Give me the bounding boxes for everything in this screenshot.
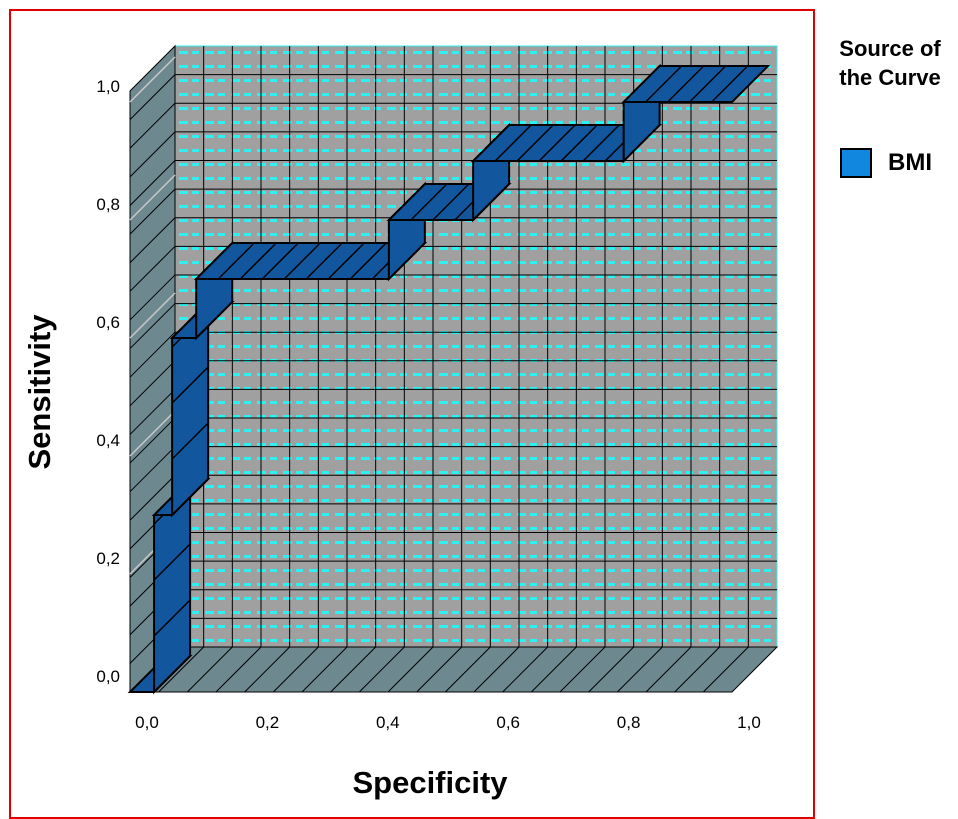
y-tick-label: 0,8 (96, 195, 120, 214)
x-axis-ticks: 0,0 0,2 0,4 0,6 0,8 1,0 (135, 713, 761, 732)
side-hatch-line (129, 446, 176, 493)
floor-hatch-line (645, 646, 692, 693)
floor-hatch-line (330, 646, 377, 693)
floor-hatch-line (416, 646, 463, 693)
curve-hatch (327, 242, 365, 280)
legend-title: Source of the Curve (839, 36, 941, 90)
curve-hatch (217, 242, 255, 280)
floor-hatch-line (530, 646, 577, 693)
roc-curve (127, 63, 771, 695)
curve-hatch (538, 124, 576, 162)
curve-hatch (560, 124, 598, 162)
curve-hatch (516, 124, 554, 162)
floor-hatch-line (444, 646, 491, 693)
legend-swatch (840, 148, 872, 178)
curve-hatch (261, 242, 299, 280)
side-hatch-line (129, 303, 176, 349)
x-tick-label: 0,6 (496, 713, 520, 732)
y-tick-label: 0,6 (96, 313, 120, 332)
side-hatch-line (129, 331, 176, 378)
floor-hatch-line (158, 646, 205, 693)
floor-hatch-line (559, 646, 606, 693)
back-wall (174, 45, 778, 648)
side-hatch-line (129, 188, 176, 235)
curve-hatch (410, 183, 448, 221)
curve-hatch (711, 65, 749, 103)
x-tick-label: 0,8 (617, 713, 641, 732)
side-hatch-line (129, 74, 176, 120)
floor-hatch-line (473, 646, 520, 693)
floor-hatch-line (272, 646, 319, 693)
curve-hatch (153, 543, 191, 581)
curve-hatch (582, 124, 620, 162)
side-hatch-line (129, 417, 176, 464)
floor-hatch-line (674, 646, 721, 693)
y-axis-title: Sensitivity (22, 314, 57, 470)
floor-hatch-line (186, 646, 233, 693)
side-hatch-line (129, 102, 176, 149)
curve-segment (621, 65, 771, 103)
side-tick-line (129, 410, 176, 457)
x-tick-label: 1,0 (737, 713, 761, 732)
side-tick-line (129, 292, 176, 339)
floor-hatch-line (387, 646, 434, 693)
curve-hatch (645, 65, 683, 103)
side-hatch-line (129, 274, 176, 321)
side-hatch-line (129, 245, 176, 292)
curve-hatch (305, 242, 343, 280)
x-tick-label: 0,4 (376, 713, 400, 732)
y-tick-label: 0,4 (96, 431, 120, 450)
curve-hatch (171, 366, 209, 404)
floor-hatch-line (301, 646, 348, 693)
side-tick-line (129, 174, 176, 221)
floor-hatch-line (502, 646, 549, 693)
side-hatch-line (129, 217, 176, 264)
floor-hatch-line (244, 646, 291, 693)
y-axis-ticks: 0,0 0,2 0,4 0,6 0,8 1,0 (96, 77, 120, 686)
side-hatch-line (129, 131, 176, 178)
floor-hatch-line (616, 646, 663, 693)
legend-item-bmi: BMI (840, 146, 932, 180)
curve-hatch (171, 422, 209, 460)
curve-hatch (283, 242, 321, 280)
curve-hatch (494, 124, 532, 162)
side-hatch-line (129, 160, 176, 206)
curve-hatch (349, 242, 387, 280)
floor-wall (128, 646, 779, 693)
curve-hatch (667, 65, 705, 103)
x-axis-title: Specificity (352, 765, 508, 800)
floor-hatch-line (588, 646, 635, 693)
legend-label: BMI (888, 149, 932, 176)
curve-hatch (689, 65, 727, 103)
curve-hatch (239, 242, 277, 280)
y-tick-label: 1,0 (96, 77, 120, 96)
curve-hatch (432, 183, 470, 221)
x-tick-label: 0,0 (135, 713, 159, 732)
side-hatch-line (129, 360, 176, 407)
side-hatch-line (129, 474, 176, 521)
curve-hatch (153, 599, 191, 637)
floor-hatch-line (358, 646, 405, 693)
floor-hatch-line (215, 646, 262, 693)
floor-hatch-line (702, 646, 749, 693)
side-tick-line (129, 56, 176, 103)
y-tick-label: 0,2 (96, 549, 120, 568)
x-tick-label: 0,2 (256, 713, 280, 732)
side-hatch-line (129, 389, 176, 435)
chart-walls (128, 44, 779, 694)
y-tick-label: 0,0 (96, 667, 120, 686)
